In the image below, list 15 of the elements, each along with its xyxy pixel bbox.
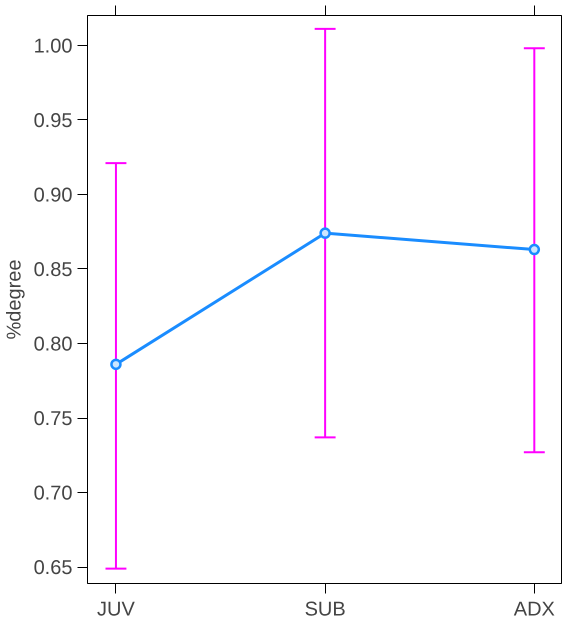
x-tick-label: JUV bbox=[97, 598, 136, 620]
y-tick-label: 0.95 bbox=[34, 110, 73, 132]
point bbox=[319, 227, 331, 239]
y-tick-label: 0.80 bbox=[34, 333, 73, 356]
y-tick-label: 1.00 bbox=[34, 35, 73, 58]
y-tick-label: 0.70 bbox=[34, 482, 73, 505]
y-axis-title: %degree bbox=[4, 259, 26, 340]
y-tick-label: 0.90 bbox=[34, 184, 73, 206]
x-tick-label: SUB bbox=[304, 598, 346, 620]
point bbox=[528, 244, 540, 256]
y-tick-label: 0.65 bbox=[34, 557, 73, 580]
point bbox=[110, 358, 122, 370]
y-tick-label: 0.85 bbox=[34, 258, 73, 281]
x-tick-label: ADX bbox=[514, 598, 555, 620]
y-tick-label: 0.75 bbox=[34, 408, 73, 430]
